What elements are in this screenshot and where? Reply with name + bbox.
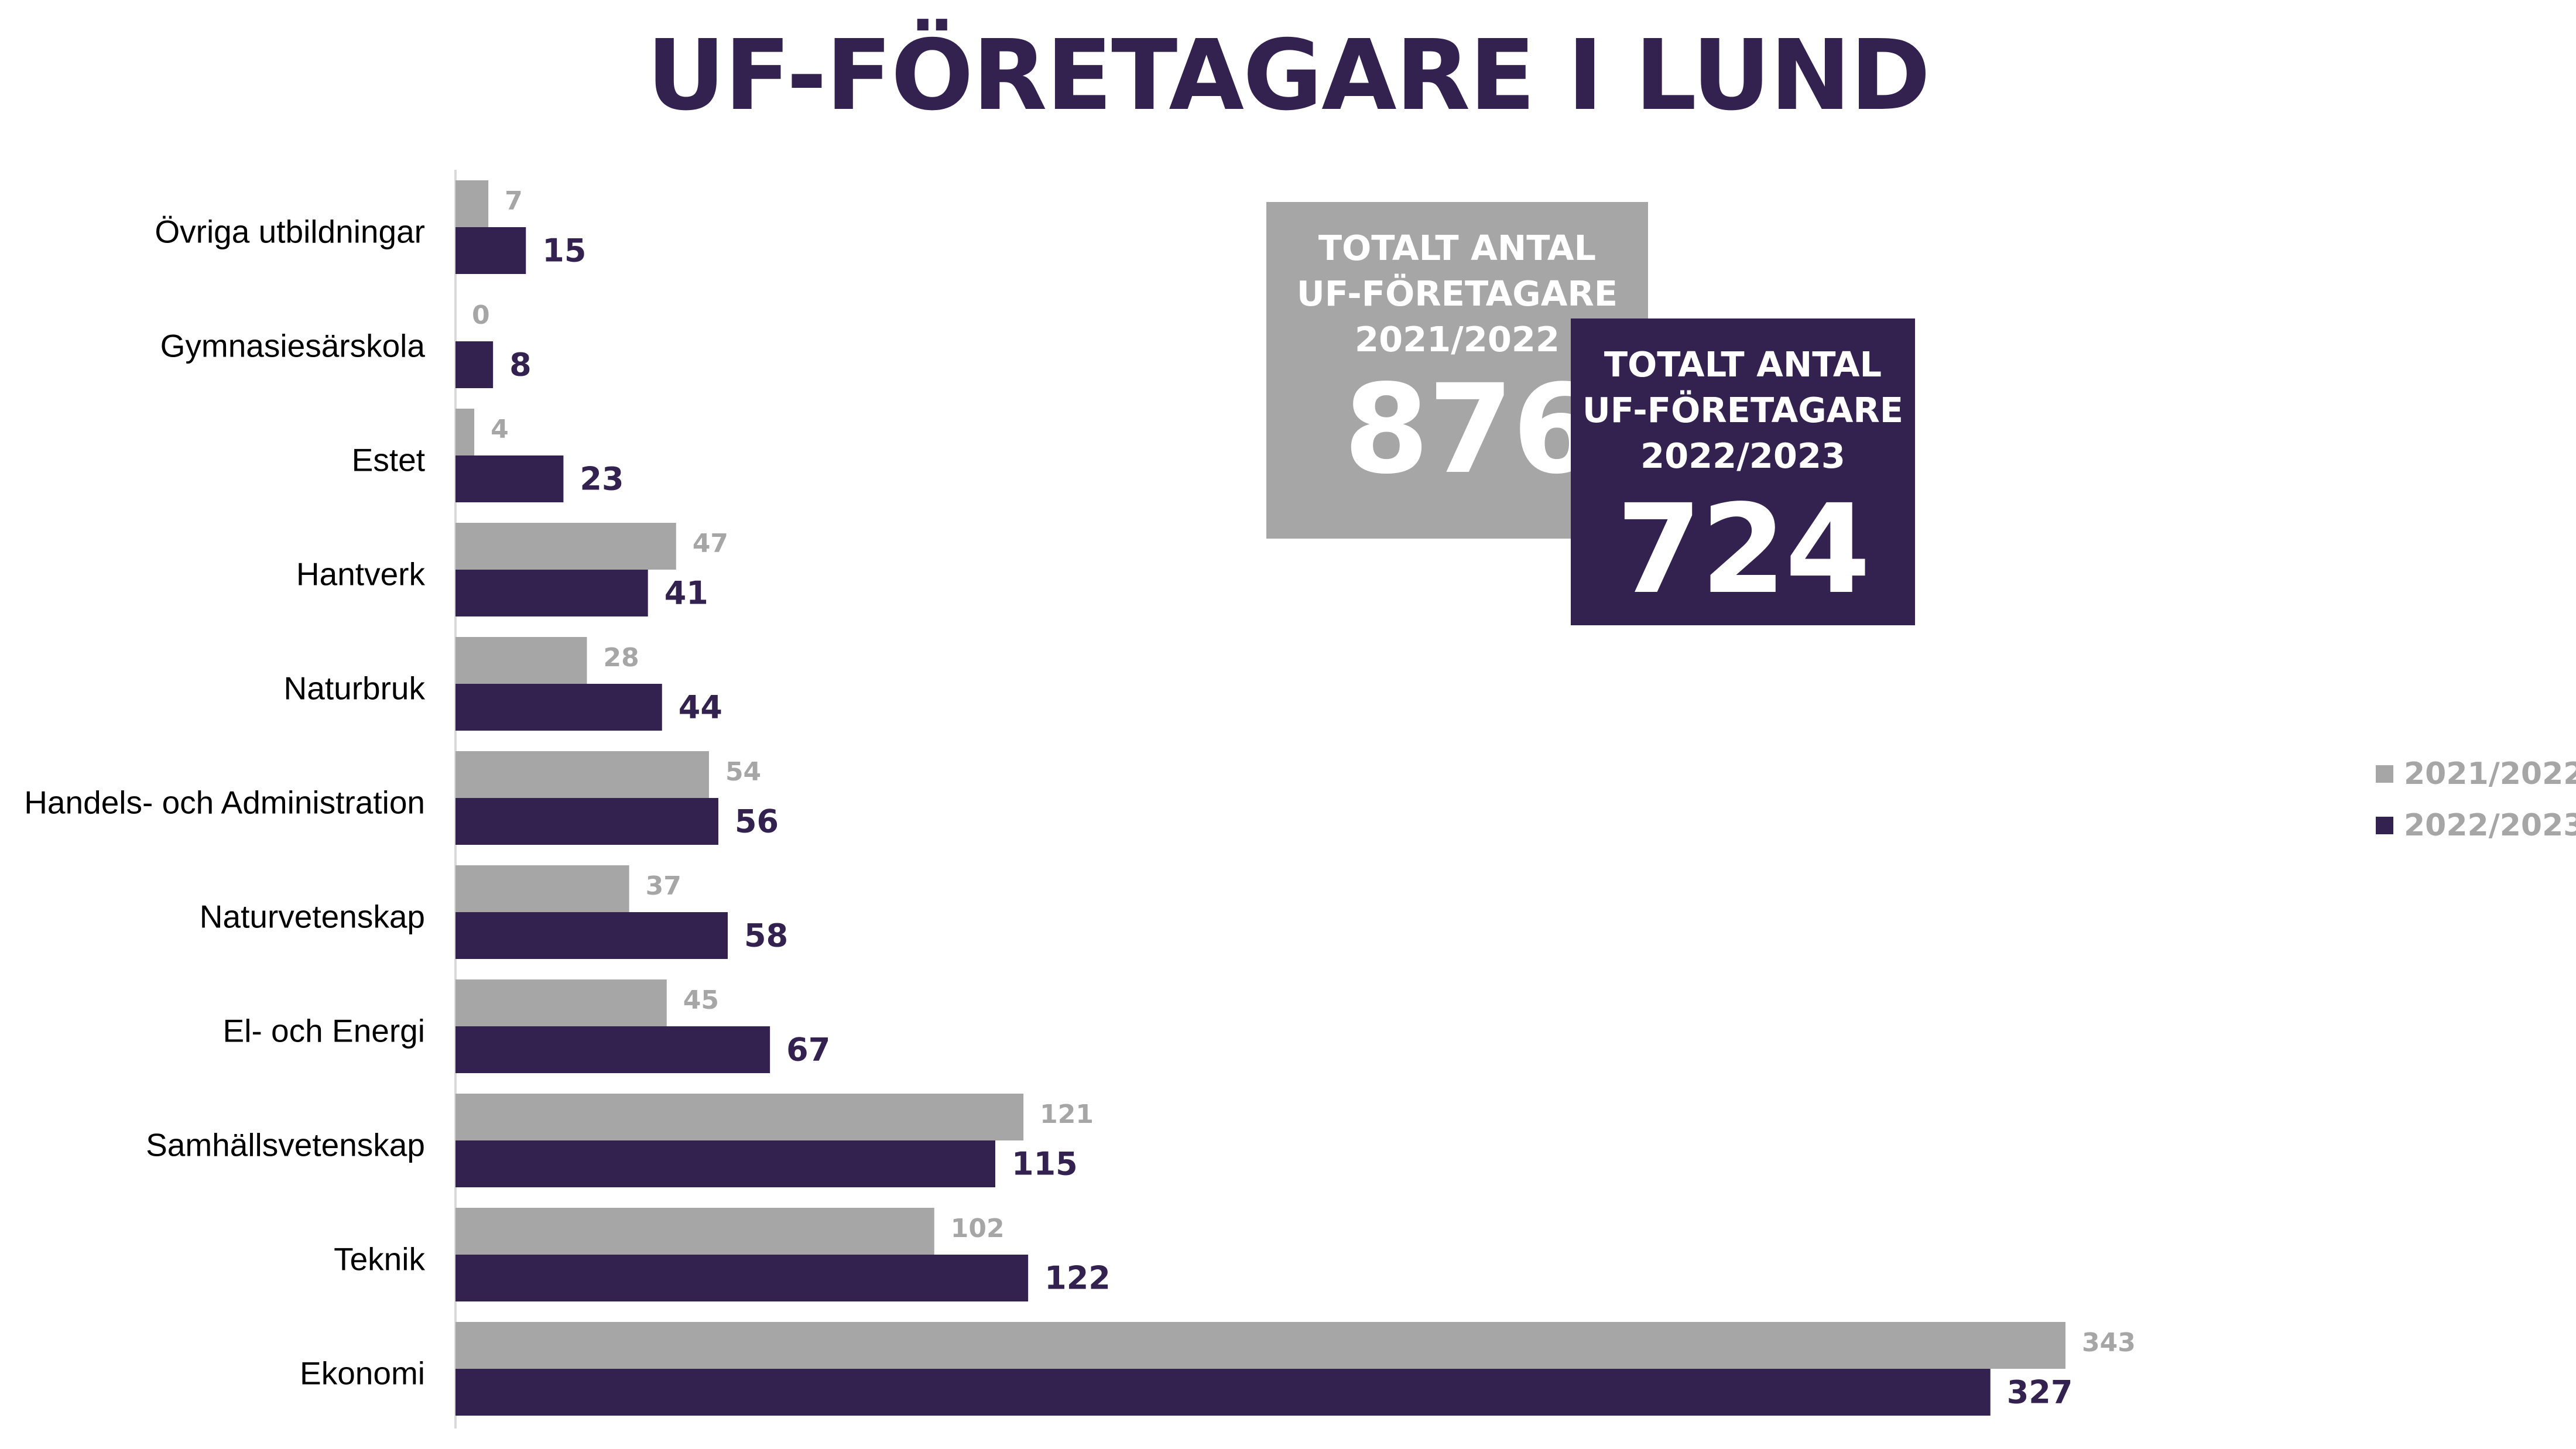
total-label-year: 2022/2023: [1640, 436, 1845, 476]
legend-item-2022-2023: 2022/2023: [2376, 800, 2576, 851]
data-label: 7: [505, 186, 523, 216]
data-label: 122: [1044, 1260, 1111, 1297]
bar-2022-2023: [455, 1369, 1991, 1416]
data-label: 45: [683, 985, 719, 1015]
data-label: 121: [1040, 1099, 1094, 1129]
bar-2022-2023: [455, 455, 564, 502]
legend-label: 2021/2022: [2404, 756, 2576, 792]
category-label: Ekonomi: [300, 1355, 425, 1392]
category-label: Handels- och Administration: [24, 785, 425, 821]
data-label: 15: [542, 232, 586, 269]
category-label: Naturvetenskap: [200, 899, 425, 935]
data-label: 58: [744, 917, 788, 954]
legend-label: 2022/2023: [2404, 808, 2576, 843]
total-value: 876: [1344, 358, 1598, 501]
legend-swatch-gray: [2376, 765, 2393, 783]
legend: 2021/2022 2022/2023: [2376, 748, 2576, 851]
data-label: 327: [2007, 1374, 2073, 1411]
total-label-line2: UF-FÖRETAGARE: [1582, 390, 1904, 430]
legend-item-2021-2022: 2021/2022: [2376, 748, 2576, 800]
data-label: 54: [725, 757, 761, 787]
bar-2021-2022: [455, 409, 475, 455]
total-label-year: 2021/2022: [1355, 319, 1560, 359]
data-label: 23: [580, 461, 624, 498]
category-label: El- och Energi: [223, 1013, 425, 1049]
data-label: 102: [951, 1214, 1005, 1244]
bar-2022-2023: [455, 684, 662, 731]
bar-2021-2022: [455, 865, 629, 912]
bar-2022-2023: [455, 798, 718, 845]
data-label: 343: [2082, 1328, 2136, 1358]
bar-2022-2023: [455, 1026, 770, 1073]
data-label: 67: [786, 1032, 830, 1068]
data-label: 4: [491, 415, 509, 444]
total-box-2022-2023: TOTALT ANTAL UF-FÖRETAGARE 2022/2023 724: [1571, 318, 1915, 625]
category-label: Övriga utbildningar: [155, 214, 425, 250]
category-label: Teknik: [334, 1241, 425, 1277]
bar-2022-2023: [455, 1140, 996, 1187]
bar-2021-2022: [455, 1322, 2065, 1369]
data-label: 44: [679, 689, 722, 726]
total-label-line1: TOTALT ANTAL: [1318, 228, 1597, 268]
bar-2022-2023: [455, 570, 648, 616]
bar-2021-2022: [455, 979, 667, 1026]
data-label: 28: [603, 643, 639, 673]
bar-2021-2022: [455, 751, 709, 798]
category-label: Hantverk: [296, 556, 426, 592]
bar-2021-2022: [455, 1094, 1024, 1140]
category-label: Naturbruk: [284, 670, 426, 707]
bar-2022-2023: [455, 227, 526, 274]
bar-2022-2023: [455, 912, 728, 959]
chart-title: UF-FÖRETAGARE I LUND: [646, 19, 1930, 132]
data-label: 47: [693, 529, 728, 559]
bar-2021-2022: [455, 637, 587, 684]
bar-2021-2022: [455, 1208, 934, 1255]
category-label: Samhällsvetenskap: [146, 1127, 425, 1163]
bar-2021-2022: [455, 180, 489, 227]
bar-2022-2023: [455, 341, 494, 388]
bar-2022-2023: [455, 1255, 1029, 1301]
total-label-line2: UF-FÖRETAGARE: [1296, 273, 1618, 314]
bar-2021-2022: [455, 523, 676, 570]
total-label-line1: TOTALT ANTAL: [1604, 344, 1882, 385]
data-label: 37: [646, 871, 681, 901]
category-label: Gymnasiesärskola: [160, 328, 426, 364]
data-label: 0: [472, 300, 490, 330]
data-label: 56: [735, 803, 779, 840]
data-label: 115: [1012, 1146, 1078, 1183]
data-label: 41: [664, 575, 708, 612]
category-label: Estet: [352, 442, 425, 478]
legend-swatch-purple: [2376, 817, 2393, 834]
total-value: 724: [1616, 478, 1871, 621]
data-label: 8: [509, 347, 532, 383]
